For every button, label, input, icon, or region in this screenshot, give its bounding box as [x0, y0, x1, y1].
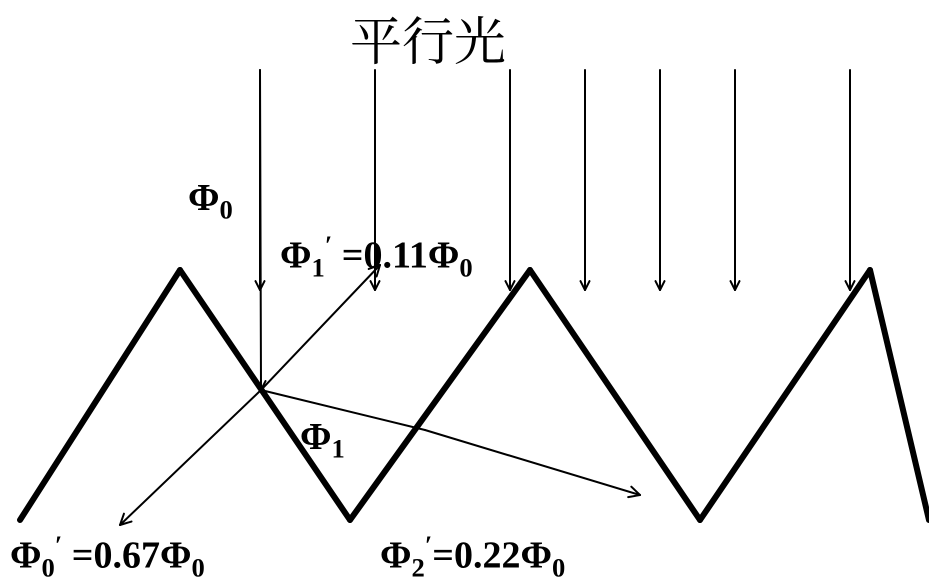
phi1-label: Φ1	[300, 415, 345, 465]
phi0-label: Φ0	[188, 176, 233, 226]
diagram-stage: 平行光 Φ0 Φ1′ =0.11Φ0 Φ1 Φ0′ =0.67Φ0 Φ2′=0.…	[0, 0, 929, 579]
phi1p-label: Φ1′ =0.11Φ0	[280, 230, 473, 283]
phi0p-label: Φ0′ =0.67Φ0	[10, 530, 205, 583]
title-label: 平行光	[350, 0, 506, 75]
diagram-svg	[0, 0, 929, 579]
phi2p-label: Φ2′=0.22Φ0	[380, 530, 565, 583]
